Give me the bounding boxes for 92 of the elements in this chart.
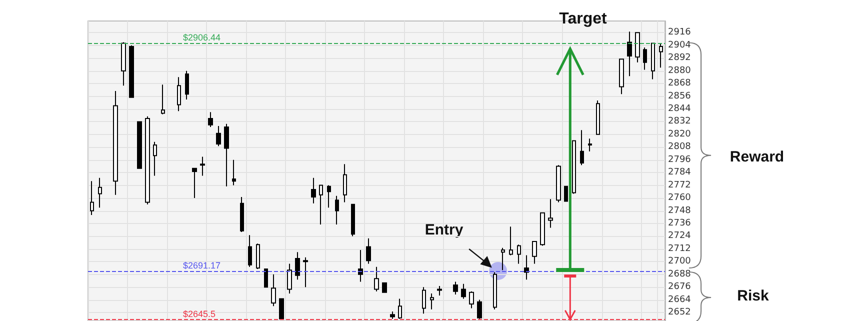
candlestick bbox=[335, 195, 339, 226]
candlestick bbox=[501, 247, 505, 271]
y-tick-label: 2856 bbox=[668, 91, 692, 102]
candlestick bbox=[264, 268, 268, 288]
candlestick bbox=[279, 298, 284, 320]
candlestick bbox=[303, 256, 308, 288]
candlestick bbox=[390, 310, 395, 320]
candlestick bbox=[121, 42, 126, 86]
candlestick bbox=[343, 164, 347, 203]
candlestick bbox=[430, 292, 434, 310]
candlestick bbox=[453, 281, 458, 295]
candlestick bbox=[437, 286, 442, 296]
annotation: Target bbox=[559, 10, 608, 28]
y-tick-label: 2916 bbox=[668, 28, 692, 38]
y-tick-label: 2844 bbox=[668, 104, 692, 114]
candlestick bbox=[588, 138, 592, 152]
candlestick bbox=[596, 100, 600, 135]
y-tick-label: 2796 bbox=[668, 154, 692, 165]
ref-line-label: $2691.17 bbox=[183, 260, 221, 270]
candlestick bbox=[366, 238, 371, 264]
candlestick bbox=[382, 282, 387, 293]
candlestick bbox=[232, 159, 236, 186]
y-tick-label: 2808 bbox=[668, 142, 692, 152]
candlestick bbox=[224, 123, 229, 187]
candlestick bbox=[295, 252, 300, 280]
candlestick bbox=[461, 283, 466, 300]
candlestick bbox=[580, 130, 584, 166]
candlestick bbox=[216, 125, 221, 147]
candlestick bbox=[635, 32, 640, 63]
candlestick bbox=[327, 184, 331, 208]
candlestick bbox=[200, 156, 205, 176]
y-tick-label: 2772 bbox=[668, 180, 691, 190]
y-tick-label: 2892 bbox=[668, 53, 691, 64]
y-tick-label: 2736 bbox=[668, 218, 692, 228]
y-tick-label: 2904 bbox=[668, 40, 692, 50]
candlestick bbox=[287, 263, 292, 294]
candlestick bbox=[319, 184, 323, 226]
candlestick bbox=[240, 196, 244, 232]
candlestick bbox=[422, 286, 426, 314]
candlestick bbox=[517, 244, 521, 264]
y-tick-label: 2820 bbox=[668, 129, 692, 140]
y-tick-label: 2760 bbox=[668, 193, 692, 204]
candlestick bbox=[161, 84, 165, 115]
candlestick bbox=[185, 70, 189, 100]
y-tick-label: 2724 bbox=[668, 231, 692, 242]
candlestick bbox=[532, 240, 537, 264]
y-tick-label: 2652 bbox=[668, 308, 691, 318]
candlestick bbox=[113, 90, 118, 196]
candlestick bbox=[208, 112, 213, 128]
candlestick bbox=[651, 42, 655, 80]
candlestick bbox=[177, 76, 181, 112]
candlestick bbox=[564, 186, 568, 202]
candlestick bbox=[556, 164, 561, 203]
candlestick bbox=[351, 204, 355, 237]
candlestick bbox=[469, 290, 474, 309]
y-tick-label: 2664 bbox=[668, 294, 692, 305]
y-tick-label: 2712 bbox=[668, 244, 691, 254]
candlestick bbox=[153, 141, 157, 176]
candlestick bbox=[524, 254, 529, 280]
text: Risk bbox=[737, 288, 770, 304]
candlestick bbox=[98, 177, 102, 208]
candlestick bbox=[643, 47, 647, 70]
candlestick bbox=[548, 198, 553, 228]
candlestick bbox=[572, 140, 576, 194]
candlestick bbox=[540, 212, 545, 246]
ref-line-label: $2906.44 bbox=[183, 32, 221, 42]
candlestick bbox=[509, 226, 513, 256]
candlestick bbox=[137, 121, 142, 169]
text: Reward bbox=[730, 148, 784, 166]
candlestick bbox=[311, 177, 316, 204]
y-tick-label: 2676 bbox=[668, 282, 692, 292]
y-tick-label: 2748 bbox=[668, 206, 692, 216]
y-tick-label: 2868 bbox=[668, 78, 692, 89]
candlestick bbox=[358, 249, 363, 282]
candlestick bbox=[256, 243, 260, 270]
candlestick bbox=[271, 274, 276, 307]
candlestick bbox=[145, 116, 150, 205]
candlestick bbox=[374, 266, 379, 292]
y-tick-label: 2784 bbox=[668, 168, 692, 178]
ref-line-label: $2645.5 bbox=[183, 308, 216, 319]
y-tick-label: 2688 bbox=[668, 269, 692, 280]
candlestick bbox=[627, 31, 632, 77]
y-tick-label: 2880 bbox=[668, 66, 692, 76]
candlestick bbox=[619, 58, 624, 95]
y-tick-label: 2832 bbox=[668, 116, 691, 127]
candlestick bbox=[493, 272, 497, 310]
candlestick bbox=[192, 168, 197, 199]
candlestick bbox=[477, 299, 482, 320]
candlestick bbox=[129, 44, 134, 98]
annotation: Entry bbox=[424, 222, 464, 238]
candlestick bbox=[248, 234, 252, 268]
y-tick-label: 2700 bbox=[668, 256, 692, 267]
